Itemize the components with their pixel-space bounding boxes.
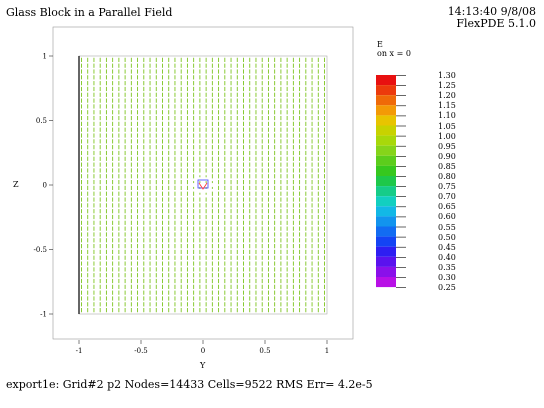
legend-level-label: 1.20 [438,91,456,101]
legend-colorbar [376,75,406,288]
legend-level-label: 0.35 [438,262,456,272]
legend-swatch [376,115,396,126]
legend-level-label: 0.95 [438,141,456,151]
legend-level-label: 0.90 [438,151,456,161]
legend-level-label: 1.25 [438,81,456,91]
legend-level-label: 0.70 [438,192,456,202]
legend-header: E on x = 0 [377,40,411,58]
legend-level-label: 0.40 [438,252,456,262]
legend-level-label: 0.80 [438,172,456,181]
x-tick-label: -0.5 [134,347,148,355]
legend-level-label: 0.25 [438,283,456,293]
y-tick-label: -0.5 [34,246,48,254]
y-tick-label: 0.5 [36,117,47,125]
y-axis-label: Z [13,180,19,189]
block-arrow [198,182,208,190]
legend-swatch [376,277,396,288]
domain-box [78,55,328,315]
software-version: FlexPDE 5.1.0 [456,17,536,30]
legend-swatch [376,85,396,96]
legend-level-label: 0.85 [438,161,456,171]
legend-swatch [376,75,396,86]
y-axis-ticks: 1 0.5 0 -0.5 -1 [34,53,53,319]
legend-subtitle: on x = 0 [377,49,411,58]
legend-variable: E [377,40,383,49]
x-axis-label: Y [199,361,206,370]
legend-level-label: 0.60 [438,212,456,222]
legend-swatch [376,256,396,267]
legend-swatch [376,196,396,207]
x-tick-label: 0.5 [259,347,270,355]
legend-swatch [376,176,396,187]
legend-swatch [376,165,396,176]
timestamp: 14:13:40 9/8/08 [447,5,536,18]
plot-title: Glass Block in a Parallel Field [6,6,173,19]
legend-swatch [376,246,396,257]
block-outline [197,179,209,189]
legend-level-label: 1.10 [438,111,456,121]
legend-level-label: 0.50 [438,232,456,242]
legend-swatch [376,186,396,197]
legend-swatch [376,216,396,227]
legend-level-label: 0.75 [438,182,456,192]
x-tick-label: 0 [201,347,205,355]
legend-level-label: 1.30 [438,71,456,80]
timestamp-block: 14:13:40 9/8/08 FlexPDE 5.1.0 [448,6,536,30]
legend-swatch [376,266,396,277]
field-arrows [81,57,325,313]
legend-swatch [376,145,396,156]
y-tick-label: 1 [43,53,47,61]
y-tick-label: 0 [43,182,47,190]
plot-frame [52,26,354,340]
x-tick-label: -1 [76,347,83,355]
legend-level-label: 0.65 [438,202,456,212]
legend-swatch [376,95,396,106]
legend-swatch [376,135,396,146]
footer-status: export1e: Grid#2 p2 Nodes=14433 Cells=95… [6,378,373,391]
glass-block-marker [197,179,209,190]
legend-level-label: 1.05 [438,121,456,131]
legend-swatch [376,125,396,136]
legend-swatch [376,155,396,166]
legend-swatch [376,206,396,217]
x-tick-label: 1 [325,347,329,355]
legend-level-label: 0.55 [438,222,456,232]
legend-level-label: 1.00 [438,131,456,141]
legend-swatch [376,105,396,116]
legend-level-label: 0.45 [438,242,456,252]
legend-level-label: 0.30 [438,273,456,282]
legend-level-label: 1.15 [438,101,456,111]
legend-swatch [376,236,396,247]
legend-swatch [376,226,396,237]
x-axis-ticks: -1 -0.5 0 0.5 1 [76,340,329,355]
y-tick-label: -1 [40,311,47,319]
